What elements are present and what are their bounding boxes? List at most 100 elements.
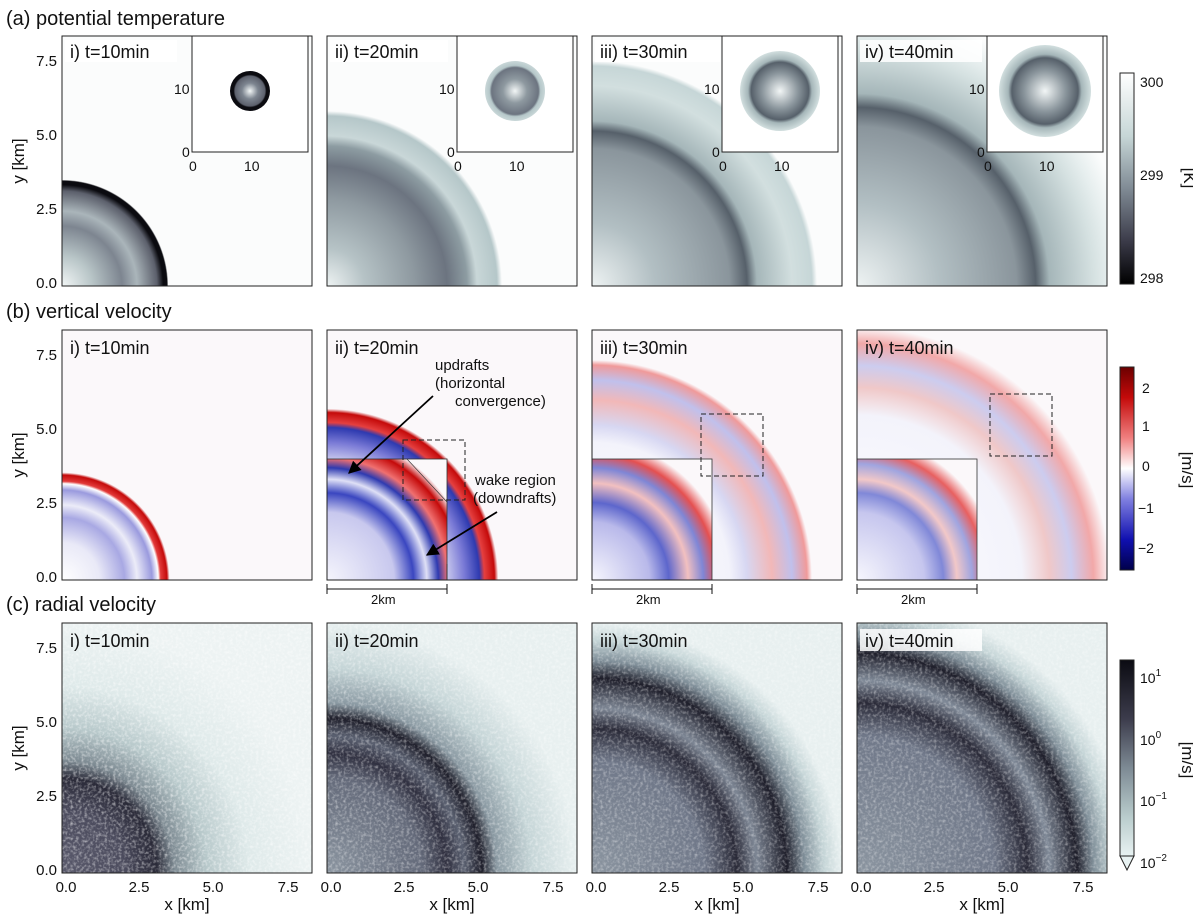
panel-a4-label: iv) t=40min	[865, 42, 954, 62]
xtick-c1-7.5: 7.5	[278, 879, 299, 896]
panel-c3-label: iii) t=30min	[600, 631, 688, 651]
panel-a1: i) t=10min	[61, 35, 313, 287]
inset-a3-ytick-0: 0	[712, 144, 720, 160]
xtick-c4-5.0: 5.0	[998, 879, 1019, 896]
colorbar-b: 2 1 0 −1 −2 [m/s]	[1119, 366, 1193, 571]
scale-b4: 2km	[901, 592, 926, 607]
svg-text:10−2: 10−2	[1140, 853, 1167, 871]
inset-a1-ytick-0: 0	[182, 144, 190, 160]
row-c-title: (c) radial velocity	[6, 594, 156, 616]
colorbar-b-tick-0: 0	[1142, 458, 1150, 474]
ylabel-c: y [km]	[9, 725, 28, 770]
inset-a1-ytick-10: 10	[174, 81, 190, 97]
panel-c4: iv) t=40min	[856, 622, 1108, 874]
inset-a3	[721, 35, 839, 153]
inset-a2-xtick-0: 0	[454, 158, 462, 174]
xlabel-c2: x [km]	[429, 895, 474, 914]
xtick-c1-0.0: 0.0	[56, 879, 77, 896]
arrow-wake	[425, 511, 498, 556]
ytick-b-2.5: 2.5	[36, 495, 57, 512]
xtick-c1-5.0: 5.0	[203, 879, 224, 896]
xtick-c4-7.5: 7.5	[1073, 879, 1094, 896]
panel-b4-label: iv) t=40min	[865, 338, 954, 358]
annotation-updrafts-2: (horizontal	[435, 375, 505, 392]
colorbar-b-unit: [m/s]	[1178, 452, 1193, 489]
colorbar-c-base-m2: 10	[1140, 855, 1156, 871]
annotation-wake-2: (downdrafts)	[473, 490, 556, 507]
colorbar-b-tick-1: 1	[1142, 418, 1150, 434]
panel-b3-label: iii) t=30min	[600, 338, 688, 358]
xtick-c4-2.5: 2.5	[924, 879, 945, 896]
panel-c3: iii) t=30min	[591, 622, 843, 874]
xtick-c1-2.5: 2.5	[129, 879, 150, 896]
colorbar-c: 101 100 10−1 10−2 [m/s]	[1119, 659, 1193, 872]
ytick-a-0.0: 0.0	[36, 275, 57, 292]
xtick-c2-0.0: 0.0	[321, 879, 342, 896]
svg-text:101: 101	[1140, 668, 1162, 686]
inset-a4-ytick-10: 10	[969, 81, 985, 97]
inset-a3-xtick-0: 0	[719, 158, 727, 174]
colorbar-a-unit: [K]	[1180, 168, 1193, 189]
colorbar-b-tick-m1: −1	[1138, 500, 1154, 516]
panel-b1-label: i) t=10min	[70, 338, 150, 358]
annotation-updrafts-3: convergence)	[455, 393, 546, 410]
panel-b2-label: ii) t=20min	[335, 338, 419, 358]
colorbar-c-exp-m1: −1	[1156, 791, 1168, 802]
inset-a3-xtick-10: 10	[774, 158, 790, 174]
panel-a3: iii) t=30min	[591, 35, 843, 287]
inset-a2-xtick-10: 10	[509, 158, 525, 174]
inset-a1-xtick-0: 0	[189, 158, 197, 174]
panel-c2-label: ii) t=20min	[335, 631, 419, 651]
xtick-c3-2.5: 2.5	[659, 879, 680, 896]
inset-a1-xtick-10: 10	[244, 158, 260, 174]
colorbar-a: 300 299 298 [K]	[1119, 72, 1193, 286]
ytick-c-7.5: 7.5	[36, 640, 57, 657]
colorbar-c-base-m1: 10	[1140, 793, 1156, 809]
panel-b3: iii) t=30min 2km	[591, 329, 843, 607]
xlabel-c3: x [km]	[694, 895, 739, 914]
inset-a1	[191, 35, 309, 153]
panel-c4-label: iv) t=40min	[865, 631, 954, 651]
panel-c2: ii) t=20min	[326, 622, 578, 874]
panel-a4: iv) t=40min	[856, 35, 1108, 287]
xtick-c2-7.5: 7.5	[543, 879, 564, 896]
inset-a2-ytick-0: 0	[447, 144, 455, 160]
inset-a2	[456, 35, 574, 153]
inset-a3-ytick-10: 10	[704, 81, 720, 97]
ytick-b-7.5: 7.5	[36, 347, 57, 364]
colorbar-c-unit: [m/s]	[1178, 742, 1193, 779]
inset-a4-xtick-0: 0	[984, 158, 992, 174]
xlabel-c4: x [km]	[959, 895, 1004, 914]
panel-a2-label: ii) t=20min	[335, 42, 419, 62]
svg-text:100: 100	[1140, 730, 1162, 748]
inset-a4-xtick-10: 10	[1039, 158, 1055, 174]
ytick-a-7.5: 7.5	[36, 53, 57, 70]
colorbar-c-exp-0: 0	[1156, 730, 1162, 741]
colorbar-c-base-1: 10	[1140, 670, 1156, 686]
inset-ticks-a: 10 0 0 10 10 0 0 10 10 0 0 10 10 0 0 10	[174, 81, 1055, 174]
xtick-c4-0.0: 0.0	[851, 879, 872, 896]
xtick-c3-0.0: 0.0	[586, 879, 607, 896]
annotation-wake-1: wake region	[474, 472, 556, 489]
xtick-c3-5.0: 5.0	[733, 879, 754, 896]
ytick-a-5.0: 5.0	[36, 127, 57, 144]
inset-a2-ytick-10: 10	[439, 81, 455, 97]
panel-a3-label: iii) t=30min	[600, 42, 688, 62]
ytick-c-0.0: 0.0	[36, 862, 57, 879]
xlabel-c1: x [km]	[164, 895, 209, 914]
row-a: i) t=10min ii) t=20min iii) t=30min	[61, 35, 1193, 287]
ylabel-a: y [km]	[9, 138, 28, 183]
panel-a2: ii) t=20min	[326, 35, 578, 287]
ylabel-b: y [km]	[9, 432, 28, 477]
colorbar-a-tick-299: 299	[1140, 167, 1164, 183]
colorbar-c-exp-m2: −2	[1156, 853, 1168, 864]
scale-b2: 2km	[371, 592, 396, 607]
xtick-c3-7.5: 7.5	[808, 879, 829, 896]
colorbar-c-base-0: 10	[1140, 732, 1156, 748]
colorbar-a-tick-300: 300	[1140, 74, 1164, 90]
ytick-c-2.5: 2.5	[36, 788, 57, 805]
y-axes: y [km] 7.5 5.0 2.5 0.0 y [km] 7.5 5.0 2.…	[9, 53, 57, 879]
panel-b2: ii) t=20min updrafts (horizontal converg…	[326, 329, 578, 607]
ytick-b-5.0: 5.0	[36, 421, 57, 438]
